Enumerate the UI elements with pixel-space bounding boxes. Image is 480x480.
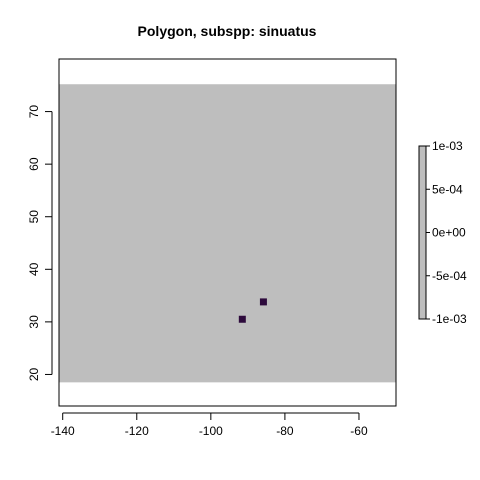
y-tick-label: 50 [27, 210, 41, 224]
axes: -140 -120 -100 -80 -60 20 30 40 50 60 70 [27, 58, 397, 438]
legend-tick-label: 5e-04 [432, 182, 463, 196]
legend-tick-label: 0e+00 [432, 226, 466, 240]
legend-tick-label: 1e-03 [432, 139, 463, 153]
y-tick-label: 60 [27, 157, 41, 171]
y-tick-label: 40 [27, 262, 41, 276]
raster-background [59, 84, 396, 383]
x-tick-label: -100 [199, 424, 223, 438]
x-tick-label: -80 [276, 424, 294, 438]
legend-tick-label: -1e-03 [432, 312, 467, 326]
x-tick-label: -140 [51, 424, 75, 438]
x-tick-label: -60 [350, 424, 368, 438]
chart-title: Polygon, subspp: sinuatus [138, 23, 317, 39]
x-tick-label: -120 [125, 424, 149, 438]
y-tick-label: 20 [27, 367, 41, 381]
y-tick-label: 30 [27, 315, 41, 329]
raster-cell-1 [238, 315, 246, 323]
raster-cell-2 [259, 298, 267, 306]
legend-tick-label: -5e-04 [432, 269, 467, 283]
color-legend: 1e-03 5e-04 0e+00 -5e-04 -1e-03 [418, 139, 467, 326]
y-tick-label: 70 [27, 105, 41, 119]
plot-area [59, 84, 396, 383]
plot-border [58, 58, 397, 407]
legend-bar [418, 145, 427, 320]
